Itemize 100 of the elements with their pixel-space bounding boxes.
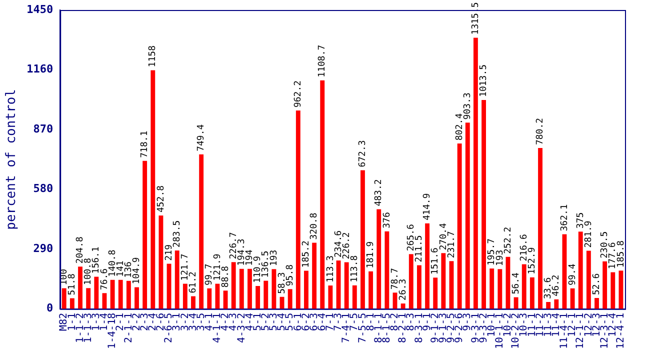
bar (304, 270, 308, 309)
bar (150, 70, 156, 309)
data-label: 962.2 (294, 80, 304, 108)
bar (522, 264, 526, 309)
bar (594, 298, 599, 309)
data-label: 1158 (148, 46, 158, 68)
bar (498, 269, 502, 309)
y-tick-label: 290 (33, 242, 54, 255)
bar (400, 303, 406, 309)
data-label: 140.8 (108, 250, 118, 277)
bar (554, 299, 559, 309)
x-tick-label: 12-4-1 (616, 312, 627, 349)
bar (441, 253, 446, 309)
bar (158, 216, 164, 309)
data-label: 252.2 (503, 226, 514, 254)
bar (288, 289, 292, 309)
bar (602, 261, 608, 309)
y-tick-label: 1450 (26, 2, 54, 16)
bar (320, 80, 325, 309)
bar (482, 100, 486, 309)
bar (578, 232, 583, 309)
data-label: 51.8 (68, 274, 78, 296)
bar (126, 280, 131, 309)
y-axis-title: percent of control (4, 88, 20, 230)
bar (207, 288, 212, 309)
data-label: 414.9 (422, 193, 433, 220)
bar (70, 298, 74, 309)
bar (514, 297, 518, 309)
data-label: 1013.5 (479, 64, 490, 97)
data-label: 452.8 (156, 185, 166, 213)
y-tick-label: 0 (46, 302, 54, 315)
bar (360, 170, 365, 309)
data-label: 211.5 (414, 235, 425, 262)
bar (86, 288, 91, 309)
data-label: 52.6 (592, 273, 602, 296)
data-label: 718.1 (140, 130, 150, 158)
bar (215, 284, 220, 309)
bar (328, 286, 333, 309)
bar (408, 254, 414, 309)
bar (344, 262, 349, 309)
data-label: 26.3 (398, 278, 408, 300)
data-label: 104.9 (132, 257, 142, 284)
bar (530, 277, 534, 309)
data-label: 483.2 (374, 179, 384, 206)
bar (272, 269, 276, 309)
bar (546, 302, 551, 309)
data-label: 193 (269, 250, 280, 266)
data-label: 181.9 (366, 241, 376, 268)
bar (134, 287, 139, 309)
data-label: 88.8 (220, 266, 231, 288)
bar (610, 272, 616, 309)
data-label: 113.8 (350, 255, 360, 282)
data-label: 151.6 (430, 248, 441, 275)
data-label: 99.4 (568, 264, 578, 286)
bar (425, 223, 430, 309)
bar (248, 268, 252, 309)
y-tick-label: 870 (33, 122, 54, 136)
bar (618, 270, 624, 309)
bar (384, 231, 390, 309)
data-label: 185.8 (616, 240, 626, 268)
bar (538, 148, 542, 309)
bar (312, 242, 317, 309)
bar (62, 288, 66, 309)
bar (231, 262, 236, 309)
bar (174, 250, 180, 309)
bar (586, 250, 591, 309)
bar (562, 234, 567, 309)
data-label: 46.2 (552, 274, 562, 296)
data-label: 265.6 (406, 224, 416, 252)
data-label: 362.1 (560, 204, 570, 232)
bar (368, 271, 374, 309)
y-tick-label: 1160 (26, 62, 54, 76)
data-label: 376 (382, 212, 392, 228)
data-label: 56.4 (511, 272, 522, 294)
data-label: 320.8 (310, 212, 320, 240)
bar (239, 268, 244, 309)
data-label: 281.9 (584, 220, 594, 248)
data-label: 780.2 (536, 118, 546, 146)
bar (465, 122, 470, 309)
data-label: 283.5 (172, 220, 182, 248)
bar (142, 160, 148, 309)
bar (416, 265, 422, 309)
bar (191, 296, 196, 309)
data-label: 672.3 (358, 140, 368, 168)
bar (449, 261, 454, 309)
bar (296, 110, 300, 309)
bar (352, 285, 357, 309)
bar (457, 143, 462, 309)
y-tick-label: 580 (33, 182, 54, 196)
bar (166, 264, 172, 309)
bar (78, 266, 82, 309)
bar (570, 288, 575, 309)
data-label: 95.8 (285, 264, 296, 286)
data-label: 903.3 (462, 92, 473, 120)
bar (199, 154, 204, 309)
bar (182, 284, 188, 309)
data-label: 61.2 (188, 272, 199, 294)
data-label: 1108.7 (318, 44, 328, 78)
bar (264, 280, 268, 309)
bar (473, 38, 478, 309)
